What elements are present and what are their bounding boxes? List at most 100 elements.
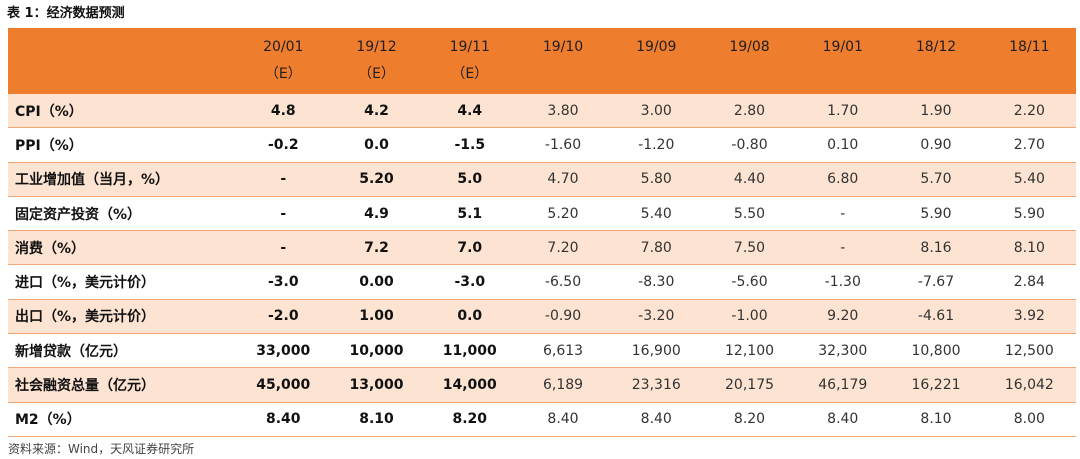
table-row: 进口（%，美元计价） -3.0 0.00 -3.0 -6.50 -8.30 -5.60 -1.… xyxy=(8,264,1076,300)
actual-cell: 32,300 xyxy=(796,333,890,369)
row-label: M2（%） xyxy=(8,402,237,437)
forecast-cell: 13,000 xyxy=(329,367,424,403)
column-period: 19/12 xyxy=(356,39,397,55)
forecast-cell: 7.0 xyxy=(423,230,517,266)
actual-cell: 5.50 xyxy=(702,196,797,232)
table-row: 消费（%） -7.2 7.0 7.20 7.80 7.50-8.16 8.10 xyxy=(8,230,1076,266)
column-period: 19/11 xyxy=(449,39,490,55)
row-label: 固定资产投资（%） xyxy=(8,196,237,232)
forecast-cell: 4.4 xyxy=(423,94,517,129)
column-estimate-note: （E） xyxy=(451,66,489,82)
actual-cell: -5.60 xyxy=(702,264,797,300)
forecast-cell: -2.0 xyxy=(236,299,330,335)
table-row: CPI（%） 4.8 4.2 4.4 3.80 3.00 2.80 1.70 1.90 2.20 xyxy=(8,94,1076,129)
forecast-cell: 4.8 xyxy=(236,94,330,129)
actual-cell: 16,221 xyxy=(889,367,983,403)
actual-cell: - xyxy=(796,196,890,232)
column-period: 20/01 xyxy=(263,39,304,55)
actual-cell: 10,800 xyxy=(889,333,983,369)
forecast-cell: 4.9 xyxy=(329,196,424,232)
table-header: 20/01 （E） 19/12 （E） 19/11 （E） 19/10 19/09 19/08 1… xyxy=(8,28,1076,94)
table-body: CPI（%） 4.8 4.2 4.4 3.80 3.00 2.80 1.70 1.90 2.20 P… xyxy=(8,94,1076,437)
forecast-cell: 7.2 xyxy=(329,230,424,266)
actual-cell: 5.70 xyxy=(889,162,983,197)
forecast-cell: 33,000 xyxy=(236,333,330,369)
actual-cell: 3.92 xyxy=(982,299,1076,335)
forecast-cell: 0.0 xyxy=(423,299,517,335)
actual-cell: 2.20 xyxy=(982,94,1076,129)
actual-cell: -3.20 xyxy=(609,299,703,335)
column-header: 19/08 xyxy=(702,28,797,94)
actual-cell: -4.61 xyxy=(889,299,983,335)
actual-cell: 5.90 xyxy=(982,196,1076,232)
row-label: 新增贷款（亿元） xyxy=(8,333,237,369)
column-estimate-note: （E） xyxy=(358,66,395,82)
row-label: CPI（%） xyxy=(8,94,237,129)
actual-cell: -0.90 xyxy=(516,299,610,335)
forecast-cell: 5.1 xyxy=(423,196,517,232)
column-period: 19/08 xyxy=(729,39,770,55)
table-title: 表 1：经济数据预测 xyxy=(7,6,125,21)
actual-cell: 8.20 xyxy=(702,402,797,437)
row-label: 消费（%） xyxy=(8,230,237,266)
forecast-cell: - xyxy=(236,196,330,232)
forecast-cell: 8.20 xyxy=(423,402,517,437)
actual-cell: -1.00 xyxy=(702,299,797,335)
actual-cell: -6.50 xyxy=(516,264,610,300)
forecast-cell: 45,000 xyxy=(236,367,330,403)
actual-cell: 5.40 xyxy=(609,196,703,232)
forecast-cell: 1.00 xyxy=(329,299,424,335)
actual-cell: -1.30 xyxy=(796,264,890,300)
actual-cell: -8.30 xyxy=(609,264,703,300)
actual-cell: 4.40 xyxy=(702,162,797,197)
actual-cell: 8.40 xyxy=(609,402,703,437)
actual-cell: 6,189 xyxy=(516,367,610,403)
forecast-cell: 10,000 xyxy=(329,333,424,369)
actual-cell: 1.90 xyxy=(889,94,983,129)
actual-cell: 8.40 xyxy=(796,402,890,437)
actual-cell: 7.50 xyxy=(702,230,797,266)
row-label: 工业增加值（当月，%） xyxy=(8,162,237,197)
actual-cell: 8.16 xyxy=(889,230,983,266)
column-period: 18/12 xyxy=(915,39,957,55)
table-row: 新增贷款（亿元） 33,000 10,000 11,000 6,613 16,900 12,… xyxy=(8,333,1076,369)
column-period: 19/10 xyxy=(542,39,584,55)
table-row: 固定资产投资（%） -4.9 5.1 5.20 5.40 5.50-5.90 5.90 xyxy=(8,196,1076,232)
column-header: 20/01 （E） xyxy=(236,28,330,94)
forecast-cell: 8.10 xyxy=(329,402,424,437)
forecast-cell: - xyxy=(236,162,330,197)
forecast-cell: 5.20 xyxy=(329,162,424,197)
actual-cell: 12,100 xyxy=(702,333,797,369)
actual-cell: 1.70 xyxy=(796,94,890,129)
actual-cell: 5.80 xyxy=(609,162,703,197)
forecast-cell: 0.00 xyxy=(329,264,424,300)
column-period: 18/11 xyxy=(1009,39,1050,55)
actual-cell: -0.80 xyxy=(702,127,797,163)
actual-cell: 7.20 xyxy=(516,230,610,266)
actual-cell: -1.20 xyxy=(609,127,703,163)
row-label: 进口（%，美元计价） xyxy=(8,264,237,300)
actual-cell: 20,175 xyxy=(702,367,797,403)
actual-cell: 16,042 xyxy=(982,367,1076,403)
actual-cell: 46,179 xyxy=(796,367,890,403)
actual-cell: 8.40 xyxy=(516,402,610,437)
actual-cell: 3.80 xyxy=(516,94,610,129)
forecast-cell: 4.2 xyxy=(329,94,424,129)
header-row: 20/01 （E） 19/12 （E） 19/11 （E） 19/10 19/09 19/08 1… xyxy=(8,28,1076,94)
actual-cell: 5.90 xyxy=(889,196,983,232)
actual-cell: 3.00 xyxy=(609,94,703,129)
forecast-cell: 11,000 xyxy=(423,333,517,369)
row-label: 社会融资总量（亿元） xyxy=(8,367,237,403)
economic-data-table: 20/01 （E） 19/12 （E） 19/11 （E） 19/10 19/09 19/08 1… xyxy=(8,28,1076,437)
column-period: 19/09 xyxy=(636,39,677,55)
actual-cell: 23,316 xyxy=(609,367,703,403)
row-label: PPI（%） xyxy=(8,127,237,163)
actual-cell: 5.40 xyxy=(982,162,1076,197)
forecast-cell: -3.0 xyxy=(423,264,517,300)
table-row: M2（%） 8.40 8.10 8.20 8.40 8.40 8.20 8.40 8.10 8.0… xyxy=(8,402,1076,437)
actual-cell: 2.84 xyxy=(982,264,1076,300)
column-header: 19/09 xyxy=(609,28,703,94)
forecast-cell: -1.5 xyxy=(423,127,517,163)
forecast-cell: 0.0 xyxy=(329,127,424,163)
actual-cell: - xyxy=(796,230,890,266)
